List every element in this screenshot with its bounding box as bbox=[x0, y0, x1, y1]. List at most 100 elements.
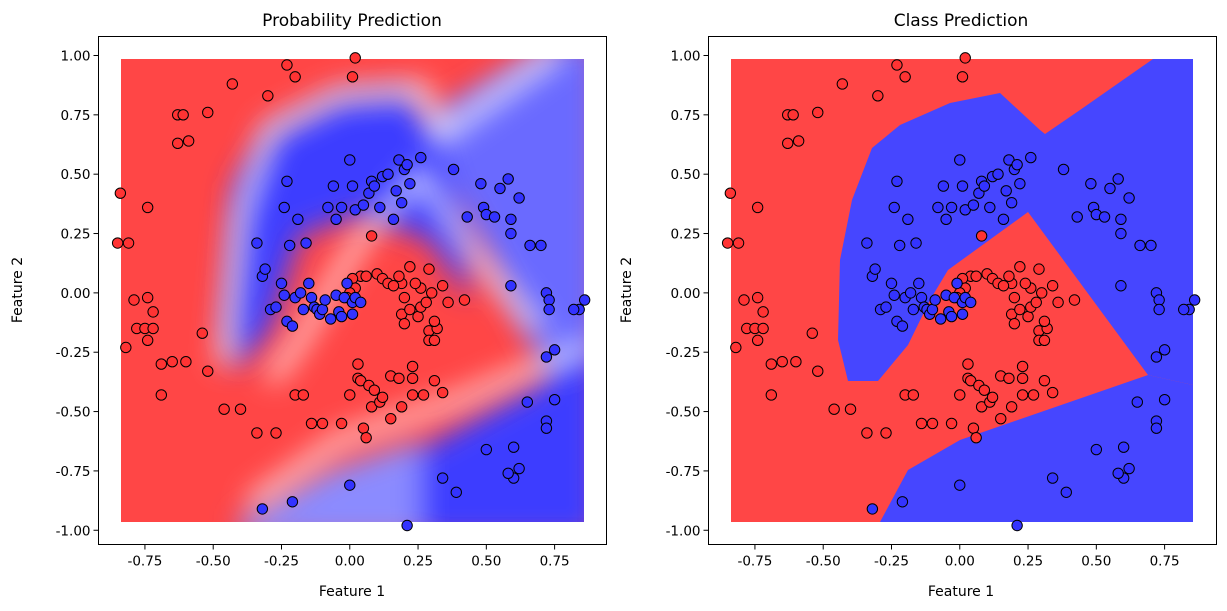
point-class-1 bbox=[945, 310, 958, 323]
point-class-1 bbox=[1115, 227, 1127, 240]
point-class-0 bbox=[406, 372, 419, 385]
point-class-0 bbox=[721, 237, 734, 249]
point-class-0 bbox=[757, 306, 769, 318]
point-class-0 bbox=[1003, 270, 1015, 282]
point-class-0 bbox=[420, 296, 432, 309]
point-class-0 bbox=[956, 71, 969, 83]
point-class-0 bbox=[172, 137, 184, 150]
point-class-1 bbox=[494, 182, 506, 195]
point-class-0 bbox=[281, 59, 293, 71]
point-class-0 bbox=[806, 327, 818, 339]
point-class-0 bbox=[436, 386, 449, 399]
point-class-0 bbox=[861, 427, 873, 439]
point-class-0 bbox=[270, 427, 282, 439]
point-class-0 bbox=[141, 334, 154, 347]
point-class-1 bbox=[305, 291, 318, 304]
point-class-1 bbox=[300, 237, 312, 249]
point-class-1 bbox=[505, 213, 517, 225]
point-class-0 bbox=[1003, 372, 1015, 385]
point-class-0 bbox=[962, 358, 974, 370]
point-class-1 bbox=[1153, 303, 1165, 316]
point-class-0 bbox=[967, 422, 980, 434]
point-class-0 bbox=[891, 59, 903, 71]
y-tick-label: 0.75 bbox=[60, 108, 90, 124]
point-class-0 bbox=[398, 291, 411, 304]
point-class-0 bbox=[1027, 389, 1040, 401]
point-class-0 bbox=[1016, 372, 1029, 385]
point-class-1 bbox=[513, 462, 525, 475]
point-class-1 bbox=[502, 173, 514, 185]
point-class-0 bbox=[128, 294, 140, 306]
point-class-1 bbox=[535, 239, 547, 252]
point-class-1 bbox=[450, 486, 462, 498]
point-class-1 bbox=[335, 201, 348, 214]
point-class-0 bbox=[147, 322, 159, 335]
point-class-0 bbox=[986, 391, 999, 404]
point-class-0 bbox=[114, 187, 127, 199]
x-tick-label: 0.50 bbox=[1081, 554, 1111, 570]
point-class-1 bbox=[1011, 158, 1023, 171]
point-class-1 bbox=[1112, 173, 1124, 185]
point-class-0 bbox=[393, 372, 405, 385]
point-class-1 bbox=[502, 467, 514, 479]
point-class-1 bbox=[401, 158, 413, 171]
point-class-1 bbox=[907, 303, 920, 316]
point-class-0 bbox=[234, 403, 247, 415]
point-class-0 bbox=[836, 78, 849, 90]
point-class-1 bbox=[902, 213, 914, 225]
point-class-1 bbox=[1090, 443, 1103, 456]
point-class-0 bbox=[147, 306, 159, 318]
point-class-0 bbox=[954, 389, 966, 401]
y-tick-label: 0.75 bbox=[670, 108, 700, 124]
point-class-1 bbox=[940, 213, 952, 225]
point-class-0 bbox=[1038, 334, 1051, 347]
point-class-1 bbox=[967, 199, 980, 211]
point-class-1 bbox=[1150, 351, 1163, 363]
point-class-0 bbox=[1038, 375, 1051, 387]
point-class-1 bbox=[885, 277, 898, 290]
y-tick-label: 0.25 bbox=[670, 227, 700, 243]
point-class-1 bbox=[1123, 192, 1135, 204]
point-class-1 bbox=[1150, 422, 1163, 434]
point-class-1 bbox=[866, 503, 879, 515]
point-class-1 bbox=[488, 211, 501, 223]
point-class-0 bbox=[335, 417, 348, 430]
point-class-0 bbox=[1046, 280, 1059, 292]
point-class-0 bbox=[305, 417, 318, 430]
point-class-0 bbox=[738, 294, 750, 306]
point-class-1 bbox=[324, 313, 337, 325]
y-tick-label: 1.00 bbox=[670, 48, 700, 64]
point-class-0 bbox=[428, 375, 441, 387]
point-class-1 bbox=[278, 289, 290, 301]
x-tick-label: -0.50 bbox=[196, 554, 231, 570]
point-class-1 bbox=[1060, 486, 1072, 498]
point-class-1 bbox=[303, 277, 315, 290]
point-class-1 bbox=[1131, 396, 1143, 408]
point-class-1 bbox=[888, 201, 900, 214]
point-class-1 bbox=[461, 211, 473, 223]
point-class-1 bbox=[344, 479, 356, 491]
point-class-0 bbox=[141, 201, 154, 214]
point-class-1 bbox=[978, 180, 991, 192]
point-class-1 bbox=[1071, 211, 1083, 223]
point-class-1 bbox=[330, 213, 342, 225]
x-axis-label: Feature 1 bbox=[928, 584, 994, 600]
y-tick-label: -0.50 bbox=[56, 405, 91, 421]
point-class-0 bbox=[155, 358, 168, 370]
point-class-0 bbox=[428, 334, 441, 347]
point-class-0 bbox=[406, 360, 419, 373]
point-class-0 bbox=[730, 341, 742, 354]
point-class-1 bbox=[548, 393, 561, 406]
point-class-1 bbox=[888, 289, 900, 301]
point-class-1 bbox=[893, 239, 906, 252]
point-class-0 bbox=[423, 263, 435, 275]
point-class-0 bbox=[945, 417, 958, 430]
point-class-0 bbox=[406, 389, 419, 401]
point-class-1 bbox=[346, 308, 359, 320]
point-class-1 bbox=[1112, 467, 1124, 479]
x-tick-label: -0.75 bbox=[737, 554, 772, 570]
point-class-1 bbox=[521, 396, 533, 408]
point-class-1 bbox=[513, 192, 525, 204]
point-class-0 bbox=[404, 303, 416, 316]
point-class-0 bbox=[360, 270, 372, 282]
